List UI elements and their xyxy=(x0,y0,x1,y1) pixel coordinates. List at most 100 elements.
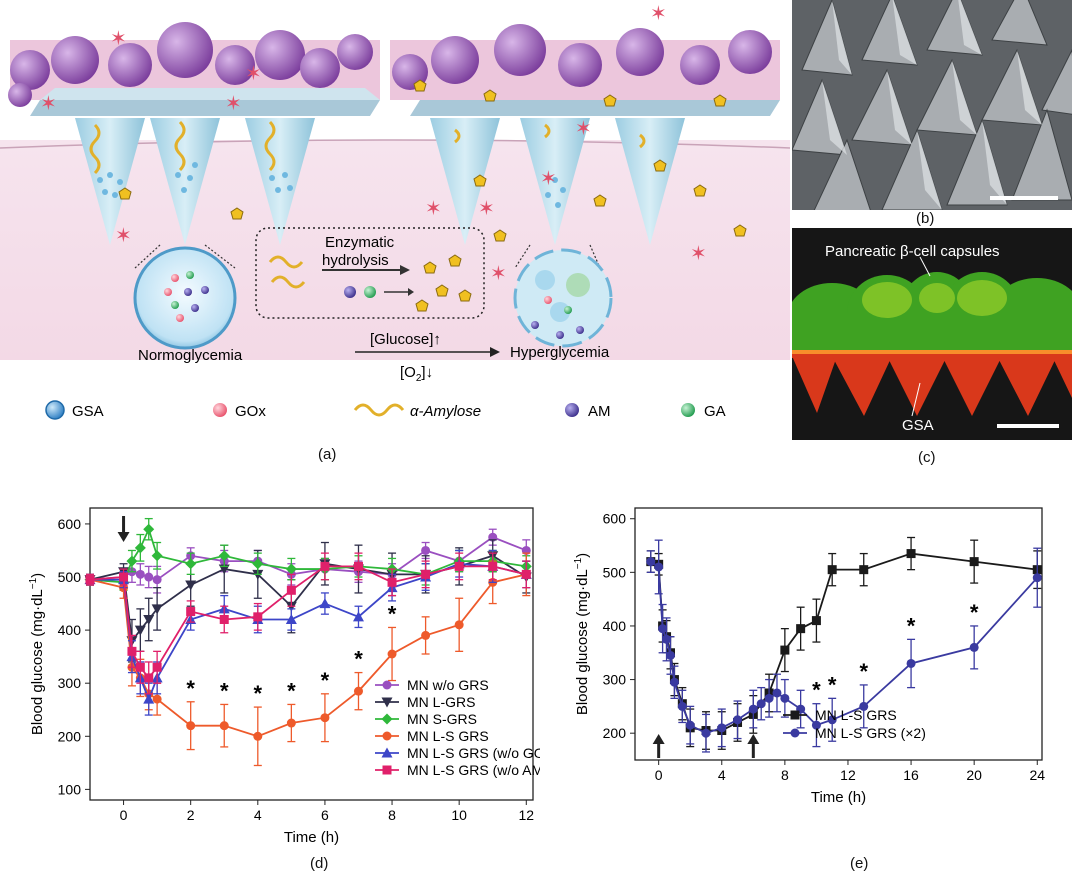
data-point xyxy=(827,715,837,725)
data-point xyxy=(286,718,296,728)
legend-label: MN L-S GRS (w/o AM) xyxy=(407,762,540,778)
legend-ga: GA xyxy=(704,403,726,420)
svg-text:✶: ✶ xyxy=(650,3,667,25)
data-point xyxy=(654,562,664,572)
data-point xyxy=(796,624,806,634)
schematic-svg: ✶✶✶ ✶✶✶ ✶✶✶ ✶✶✶ Enzymatic hydrolysis Nor… xyxy=(0,3,791,420)
panel-d-chart: 0 2 4 6 8 10 12 100 200 300 400 500 600 Time (h) Blood… xyxy=(0,490,556,850)
data-point xyxy=(186,607,196,617)
legend-label: MN L-S GRS xyxy=(407,728,489,744)
fluorescence-svg: Pancreatic β-cell capsules GSA xyxy=(787,228,1080,440)
significance-star: * xyxy=(354,647,363,672)
capsules-label: Pancreatic β-cell capsules xyxy=(825,243,1000,260)
caption-e: (e) xyxy=(850,855,869,872)
significance-star: * xyxy=(186,676,195,701)
x-tick-label: 4 xyxy=(718,767,726,783)
scale-bar-c xyxy=(997,424,1059,428)
dose-arrow-head xyxy=(747,734,760,744)
svg-text:✶: ✶ xyxy=(225,93,242,115)
x-tick-label: 10 xyxy=(451,807,467,823)
panel-e-chart: 0 4 8 12 16 20 24 200 300 400 500 600 Time (h) Blood … xyxy=(550,490,1080,850)
data-point xyxy=(218,564,230,575)
y-tick-label: 400 xyxy=(603,618,627,634)
gsa-sphere-icon xyxy=(45,400,65,420)
data-point xyxy=(387,577,397,587)
data-point xyxy=(421,630,431,640)
data-point xyxy=(454,620,464,630)
amylose-helices xyxy=(89,120,646,175)
schematic-legend: GSA GOx α-Amylose AM GA xyxy=(45,400,726,420)
data-point xyxy=(353,561,363,571)
svg-text:✶: ✶ xyxy=(115,225,132,247)
o2-condition: [O2]↓ xyxy=(400,364,433,384)
data-point xyxy=(811,616,821,626)
svg-text:✶: ✶ xyxy=(110,28,127,50)
y-tick-label: 200 xyxy=(58,728,82,744)
data-point xyxy=(135,569,145,579)
am-dot-icon xyxy=(565,403,579,417)
y-tick-label: 200 xyxy=(603,725,627,741)
data-point xyxy=(733,715,743,725)
legend-label: MN S-GRS xyxy=(407,711,477,727)
legend-marker xyxy=(790,710,800,720)
amylose-helix-icon xyxy=(353,403,405,417)
significance-star: * xyxy=(254,681,263,706)
panel-a-schematic: ✶ ✶ ✶ ✶ ✶ ✶ ✶ ✶ ✶ ✶ ✶ ✶ Enzymatic hydrolysis Nor… xyxy=(0,0,791,420)
enzymatic-label-2: hydrolysis xyxy=(322,252,389,269)
x-tick-label: 24 xyxy=(1029,767,1045,783)
gox-dot-icon xyxy=(213,403,227,417)
y-tick-label: 300 xyxy=(58,675,82,691)
enzymatic-box xyxy=(255,227,485,319)
data-point xyxy=(665,650,675,660)
svg-text:✶: ✶ xyxy=(40,93,57,115)
caption-c: (c) xyxy=(918,449,936,466)
plot-frame xyxy=(89,507,534,801)
data-point xyxy=(285,563,297,575)
sem-svg xyxy=(791,0,1078,216)
data-point xyxy=(286,585,296,595)
y-tick-label: 500 xyxy=(603,564,627,580)
panel-b-sem-image xyxy=(791,0,1078,216)
data-point xyxy=(253,731,263,741)
data-point xyxy=(811,720,821,730)
normoglycemia-sphere xyxy=(133,246,237,350)
y-tick-label: 400 xyxy=(58,622,82,638)
significance-star: * xyxy=(220,678,229,703)
data-point xyxy=(969,642,979,652)
data-point xyxy=(126,555,138,567)
enzymatic-label-1: Enzymatic xyxy=(325,234,395,251)
x-tick-label: 20 xyxy=(966,767,982,783)
caption-b: (b) xyxy=(916,210,935,227)
legend-gsa: GSA xyxy=(72,403,104,420)
significance-star: * xyxy=(321,668,330,693)
data-point xyxy=(134,625,146,636)
series-mn-l-s-grs-2- xyxy=(646,539,1042,753)
caption-d: (d) xyxy=(310,855,329,872)
data-point xyxy=(85,575,95,585)
scale-bar-b xyxy=(990,196,1058,200)
legend-marker xyxy=(381,713,393,725)
y-axis-title: Blood glucose (mg·dL−1) xyxy=(28,573,46,735)
gsa-label: GSA xyxy=(902,417,934,434)
dose-arrow-head xyxy=(117,532,130,542)
data-point xyxy=(185,558,197,570)
svg-text:✶: ✶ xyxy=(575,118,592,140)
x-tick-label: 4 xyxy=(254,807,262,823)
data-point xyxy=(521,569,531,579)
legend-marker xyxy=(790,728,800,738)
y-tick-label: 300 xyxy=(603,672,627,688)
legend-marker xyxy=(382,765,392,775)
data-point xyxy=(119,572,129,582)
data-point xyxy=(764,693,774,703)
svg-text:✶: ✶ xyxy=(540,168,557,190)
legend-marker xyxy=(382,731,392,741)
legend-gox: GOx xyxy=(235,403,266,420)
normoglycemia-label: Normoglycemia xyxy=(138,347,243,364)
data-point xyxy=(387,649,397,659)
data-point xyxy=(421,545,431,555)
caption-a: (a) xyxy=(318,446,337,463)
x-tick-label: 0 xyxy=(120,807,128,823)
data-point xyxy=(143,693,155,704)
glucose-pentagons xyxy=(118,79,747,242)
legend: MN L-S GRS MN L-S GRS (×2) xyxy=(783,707,926,741)
